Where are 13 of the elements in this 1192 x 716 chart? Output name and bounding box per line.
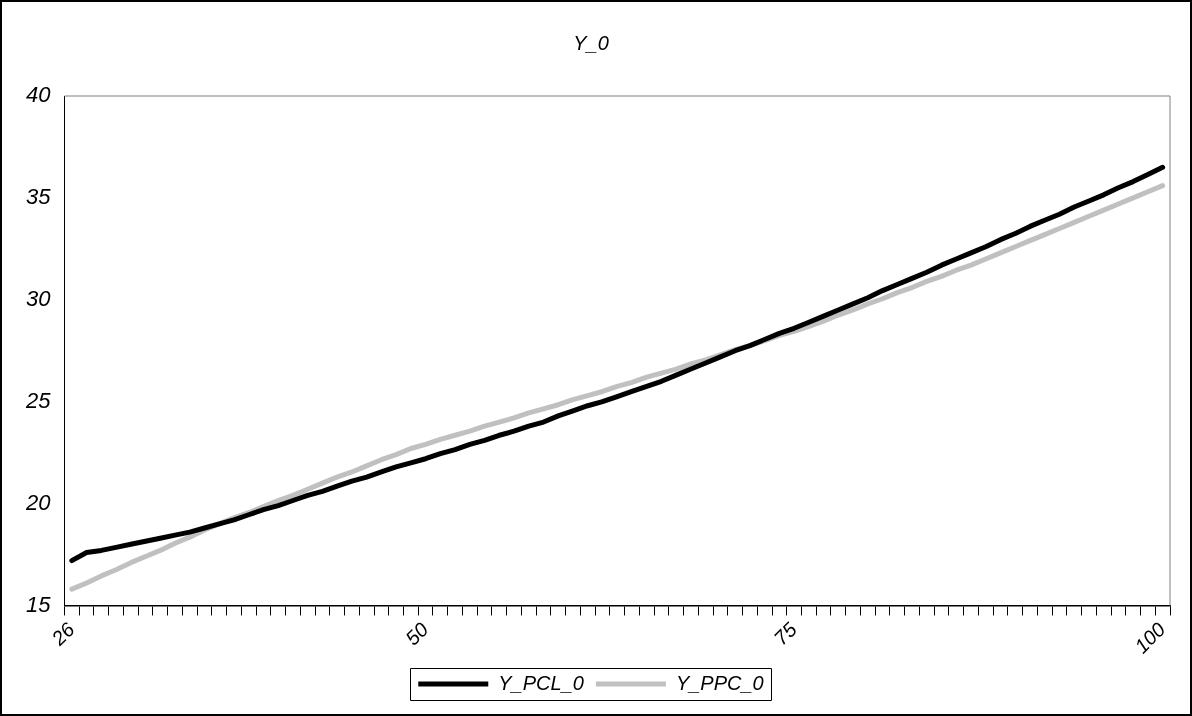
chart-title: Y_0 bbox=[573, 31, 609, 54]
y-tick-label: 20 bbox=[24, 489, 52, 515]
y-tick-label: 15 bbox=[25, 591, 52, 617]
y-tick-label: 30 bbox=[25, 285, 52, 311]
legend-label: Y_PPC_0 bbox=[675, 671, 764, 694]
y-tick-label: 40 bbox=[25, 82, 52, 108]
y-tick-label: 35 bbox=[25, 184, 52, 210]
x-tick-label: 26 bbox=[46, 617, 80, 651]
x-tick-label: 75 bbox=[769, 617, 802, 650]
x-tick-label: 100 bbox=[1130, 618, 1170, 658]
x-tick-label: 50 bbox=[401, 618, 433, 650]
legend-label: Y_PCL_0 bbox=[498, 671, 584, 694]
y-tick-label: 25 bbox=[24, 387, 52, 413]
